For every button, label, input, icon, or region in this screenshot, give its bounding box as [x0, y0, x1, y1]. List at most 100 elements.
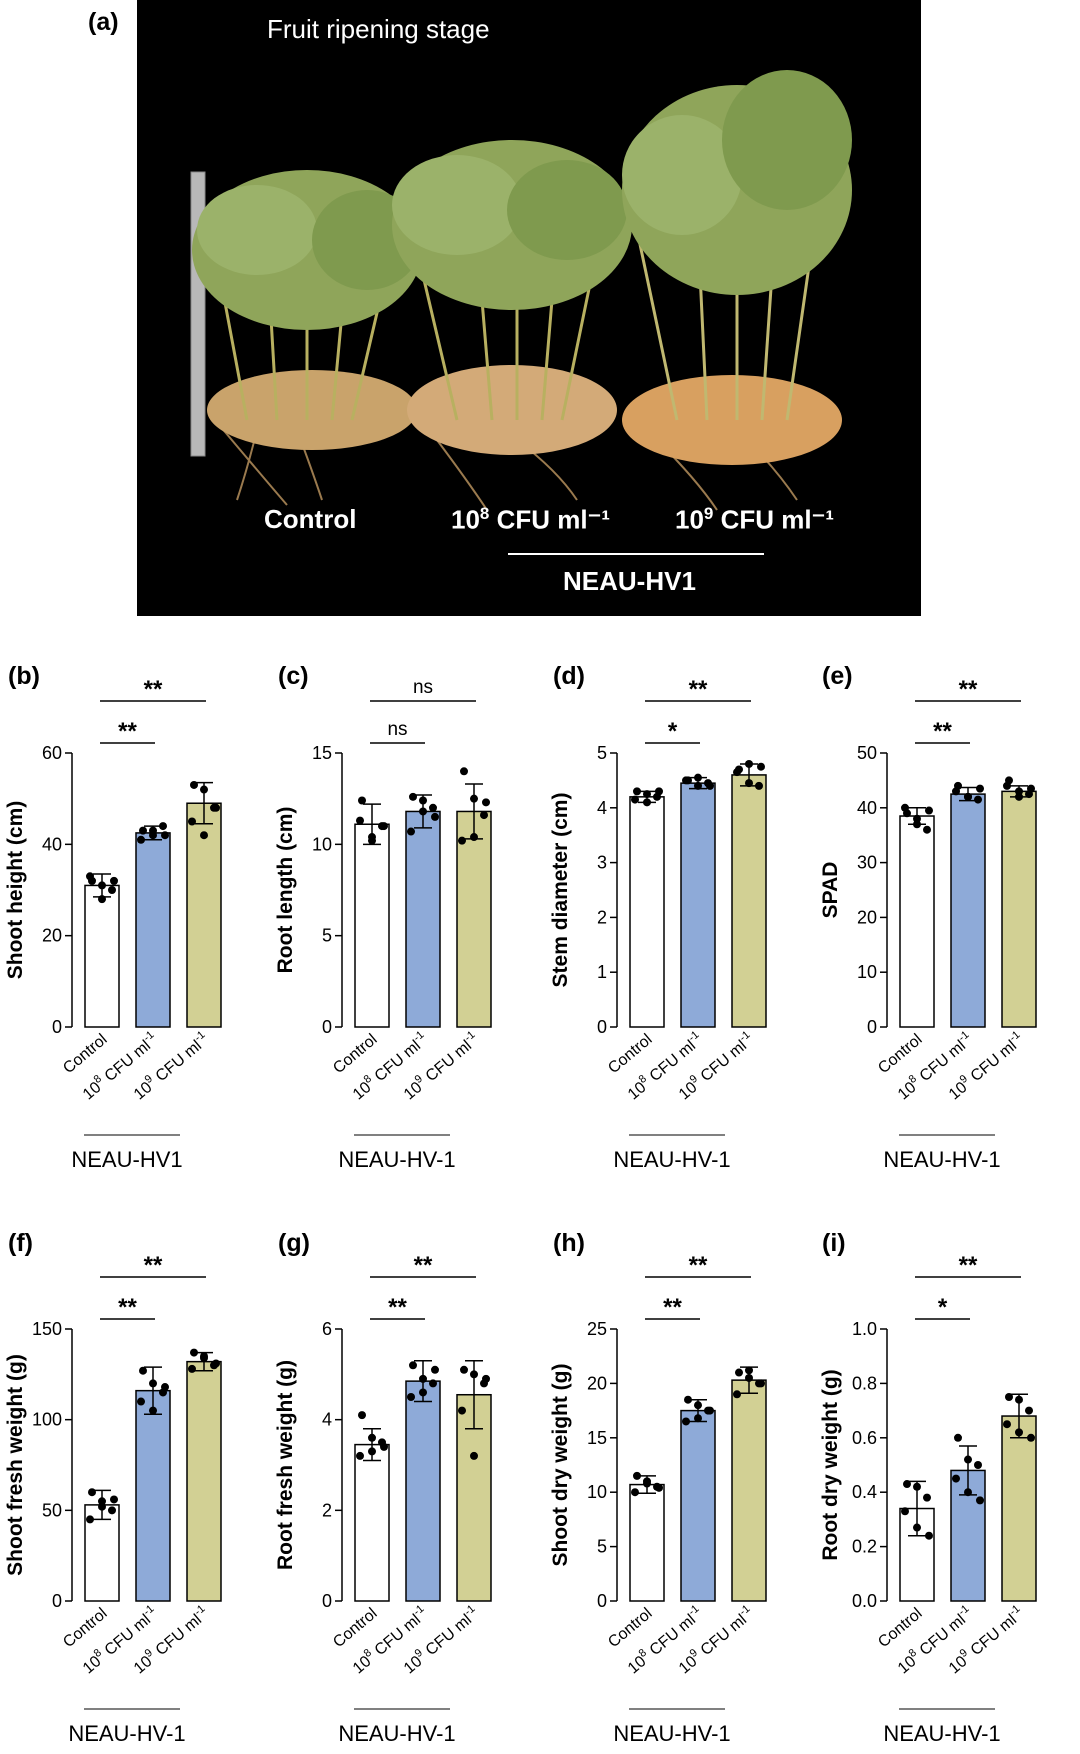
y-tick-label: 0	[322, 1591, 332, 1611]
data-point	[431, 1365, 439, 1374]
y-tick-label: 0.6	[852, 1428, 877, 1448]
bar-2	[1001, 790, 1037, 1028]
data-point	[200, 831, 208, 840]
data-point	[88, 1488, 96, 1497]
data-point	[974, 795, 982, 804]
y-tick-label: 10	[857, 962, 877, 982]
bar-0	[629, 796, 665, 1028]
y-axis-label: SPAD	[819, 862, 842, 919]
data-point	[98, 1502, 106, 1511]
data-point	[368, 833, 376, 842]
significance-label: **	[414, 1252, 433, 1279]
y-tick-label: 25	[587, 1319, 607, 1339]
y-tick-label: 0	[322, 1017, 332, 1037]
data-point	[974, 1461, 982, 1469]
y-tick-label: 3	[597, 853, 607, 873]
y-tick-label: 40	[42, 834, 62, 854]
data-point	[190, 780, 198, 789]
data-point	[188, 1364, 196, 1373]
bar-0	[899, 815, 935, 1028]
panel-a-label: (a)	[88, 8, 119, 36]
significance-label: **	[144, 1252, 163, 1279]
significance-label: **	[118, 718, 137, 745]
data-point	[755, 781, 763, 790]
panel-h-label: (h)	[553, 1229, 585, 1257]
data-point	[643, 1479, 651, 1488]
data-point	[358, 796, 366, 805]
data-point	[1027, 784, 1035, 793]
significance-label: **	[118, 1294, 137, 1321]
significance-label: **	[663, 1294, 682, 1321]
data-point	[901, 803, 909, 812]
significance-label: **	[388, 1294, 407, 1321]
y-tick-label: 2	[322, 1500, 332, 1520]
data-point	[913, 820, 921, 829]
panel-e-label: (e)	[822, 662, 853, 690]
data-point	[356, 1451, 364, 1460]
data-point	[212, 803, 220, 812]
data-point	[368, 1433, 376, 1442]
panel-b-label: (b)	[8, 662, 40, 690]
data-point	[913, 1523, 921, 1532]
y-tick-label: 60	[42, 743, 62, 763]
data-point	[161, 1383, 169, 1392]
bar-2	[1001, 1415, 1037, 1602]
strain-label: NEAU-HV-1	[883, 1721, 1000, 1746]
data-point	[188, 817, 196, 826]
y-tick-label: 2	[597, 907, 607, 927]
data-point	[98, 895, 106, 904]
data-point	[733, 1390, 741, 1399]
strain-label: NEAU-HV-1	[613, 1721, 730, 1746]
data-point	[745, 1366, 753, 1375]
y-tick-label: 100	[32, 1410, 62, 1430]
data-point	[643, 798, 651, 807]
bar-1	[135, 832, 171, 1028]
data-point	[633, 787, 641, 796]
data-point	[1027, 1433, 1035, 1442]
data-point	[952, 787, 960, 796]
data-point	[1003, 781, 1011, 790]
y-axis-label: Shoot height (cm)	[4, 801, 27, 979]
data-point	[694, 1401, 702, 1410]
strain-label: NEAU-HV-1	[613, 1147, 730, 1172]
data-point	[706, 1406, 714, 1415]
data-point	[964, 1488, 972, 1497]
bar-2	[731, 774, 767, 1028]
data-point	[86, 1515, 94, 1524]
data-point	[1015, 787, 1023, 796]
panel-c-label: (c)	[278, 662, 309, 690]
data-point	[137, 835, 145, 844]
y-tick-label: 30	[857, 853, 877, 873]
data-point	[98, 881, 106, 890]
data-point	[419, 807, 427, 816]
y-tick-label: 0	[597, 1591, 607, 1611]
significance-label: **	[689, 1252, 708, 1279]
panel-f-label: (f)	[8, 1229, 33, 1257]
bar-1	[405, 810, 441, 1028]
significance-label: ns	[387, 719, 407, 740]
y-tick-label: 50	[857, 743, 877, 763]
data-point	[419, 1374, 427, 1383]
bar-1	[405, 1380, 441, 1602]
photo-strain-label: NEAU-HV1	[563, 566, 696, 596]
data-point	[735, 1368, 743, 1377]
y-tick-label: 6	[322, 1319, 332, 1339]
data-point	[633, 1471, 641, 1480]
data-point	[149, 826, 157, 835]
significance-label: *	[668, 718, 678, 745]
y-axis-label: Root length (cm)	[274, 807, 297, 974]
data-point	[482, 798, 490, 807]
data-point	[200, 1352, 208, 1361]
data-point	[694, 773, 702, 782]
data-point	[757, 1379, 765, 1388]
data-point	[913, 1482, 921, 1491]
bar-2	[731, 1379, 767, 1602]
y-tick-label: 0.0	[852, 1591, 877, 1611]
data-point	[419, 796, 427, 805]
treatment-1e9-plant-group	[622, 70, 852, 511]
data-point	[1005, 1393, 1013, 1401]
data-point	[952, 1474, 960, 1483]
